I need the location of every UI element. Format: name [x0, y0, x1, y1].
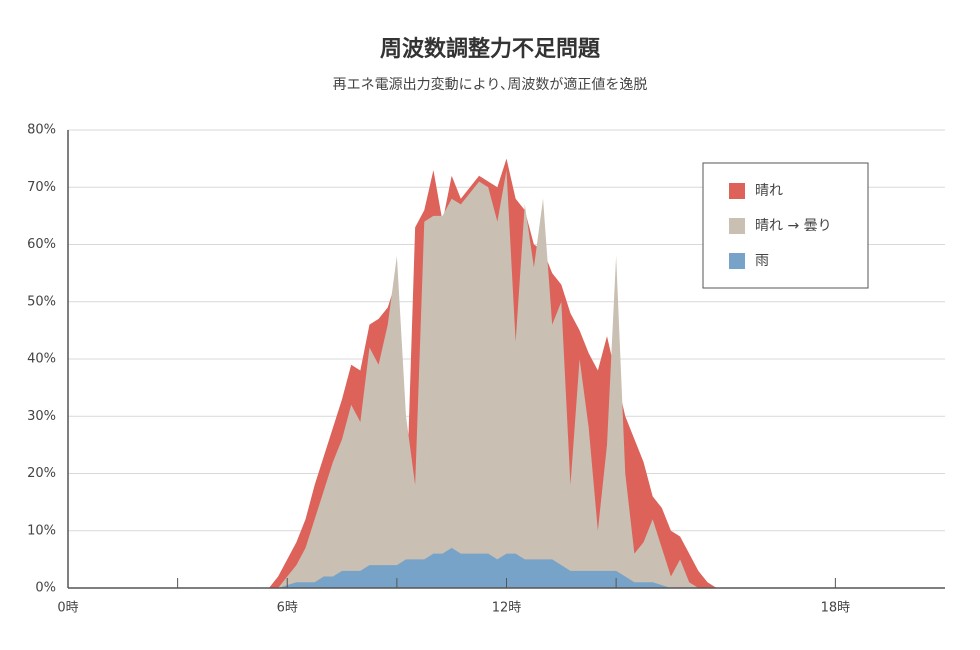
- legend-swatch: [729, 253, 745, 269]
- y-tick-label: 10%: [27, 523, 56, 538]
- y-tick-label: 60%: [27, 237, 56, 252]
- legend-swatch: [729, 218, 745, 234]
- y-tick-label: 20%: [27, 466, 56, 481]
- x-tick-label: 6時: [277, 601, 298, 616]
- area: [259, 170, 726, 588]
- x-tick-label: 18時: [821, 601, 851, 616]
- y-tick-label: 40%: [27, 352, 56, 367]
- area: [259, 547, 726, 588]
- legend-swatch: [729, 183, 745, 199]
- y-tick-label: 0%: [35, 581, 56, 596]
- x-tick-label: 12時: [492, 601, 522, 616]
- chart-subtitle: 再エネ電源出力変動により､周波数が適正値を逸脱: [333, 76, 648, 93]
- y-tick-label: 30%: [27, 409, 56, 424]
- legend-label: 晴れ: [755, 183, 783, 199]
- y-tick-label: 70%: [27, 180, 56, 195]
- x-tick-label: 0時: [57, 601, 78, 616]
- legend-label: 雨: [755, 253, 769, 269]
- y-tick-label: 50%: [27, 294, 56, 309]
- y-tick-label: 80%: [27, 123, 56, 138]
- legend-label: 晴れ → 曇り: [755, 218, 832, 234]
- chart-title: 周波数調整力不足問題: [380, 36, 601, 62]
